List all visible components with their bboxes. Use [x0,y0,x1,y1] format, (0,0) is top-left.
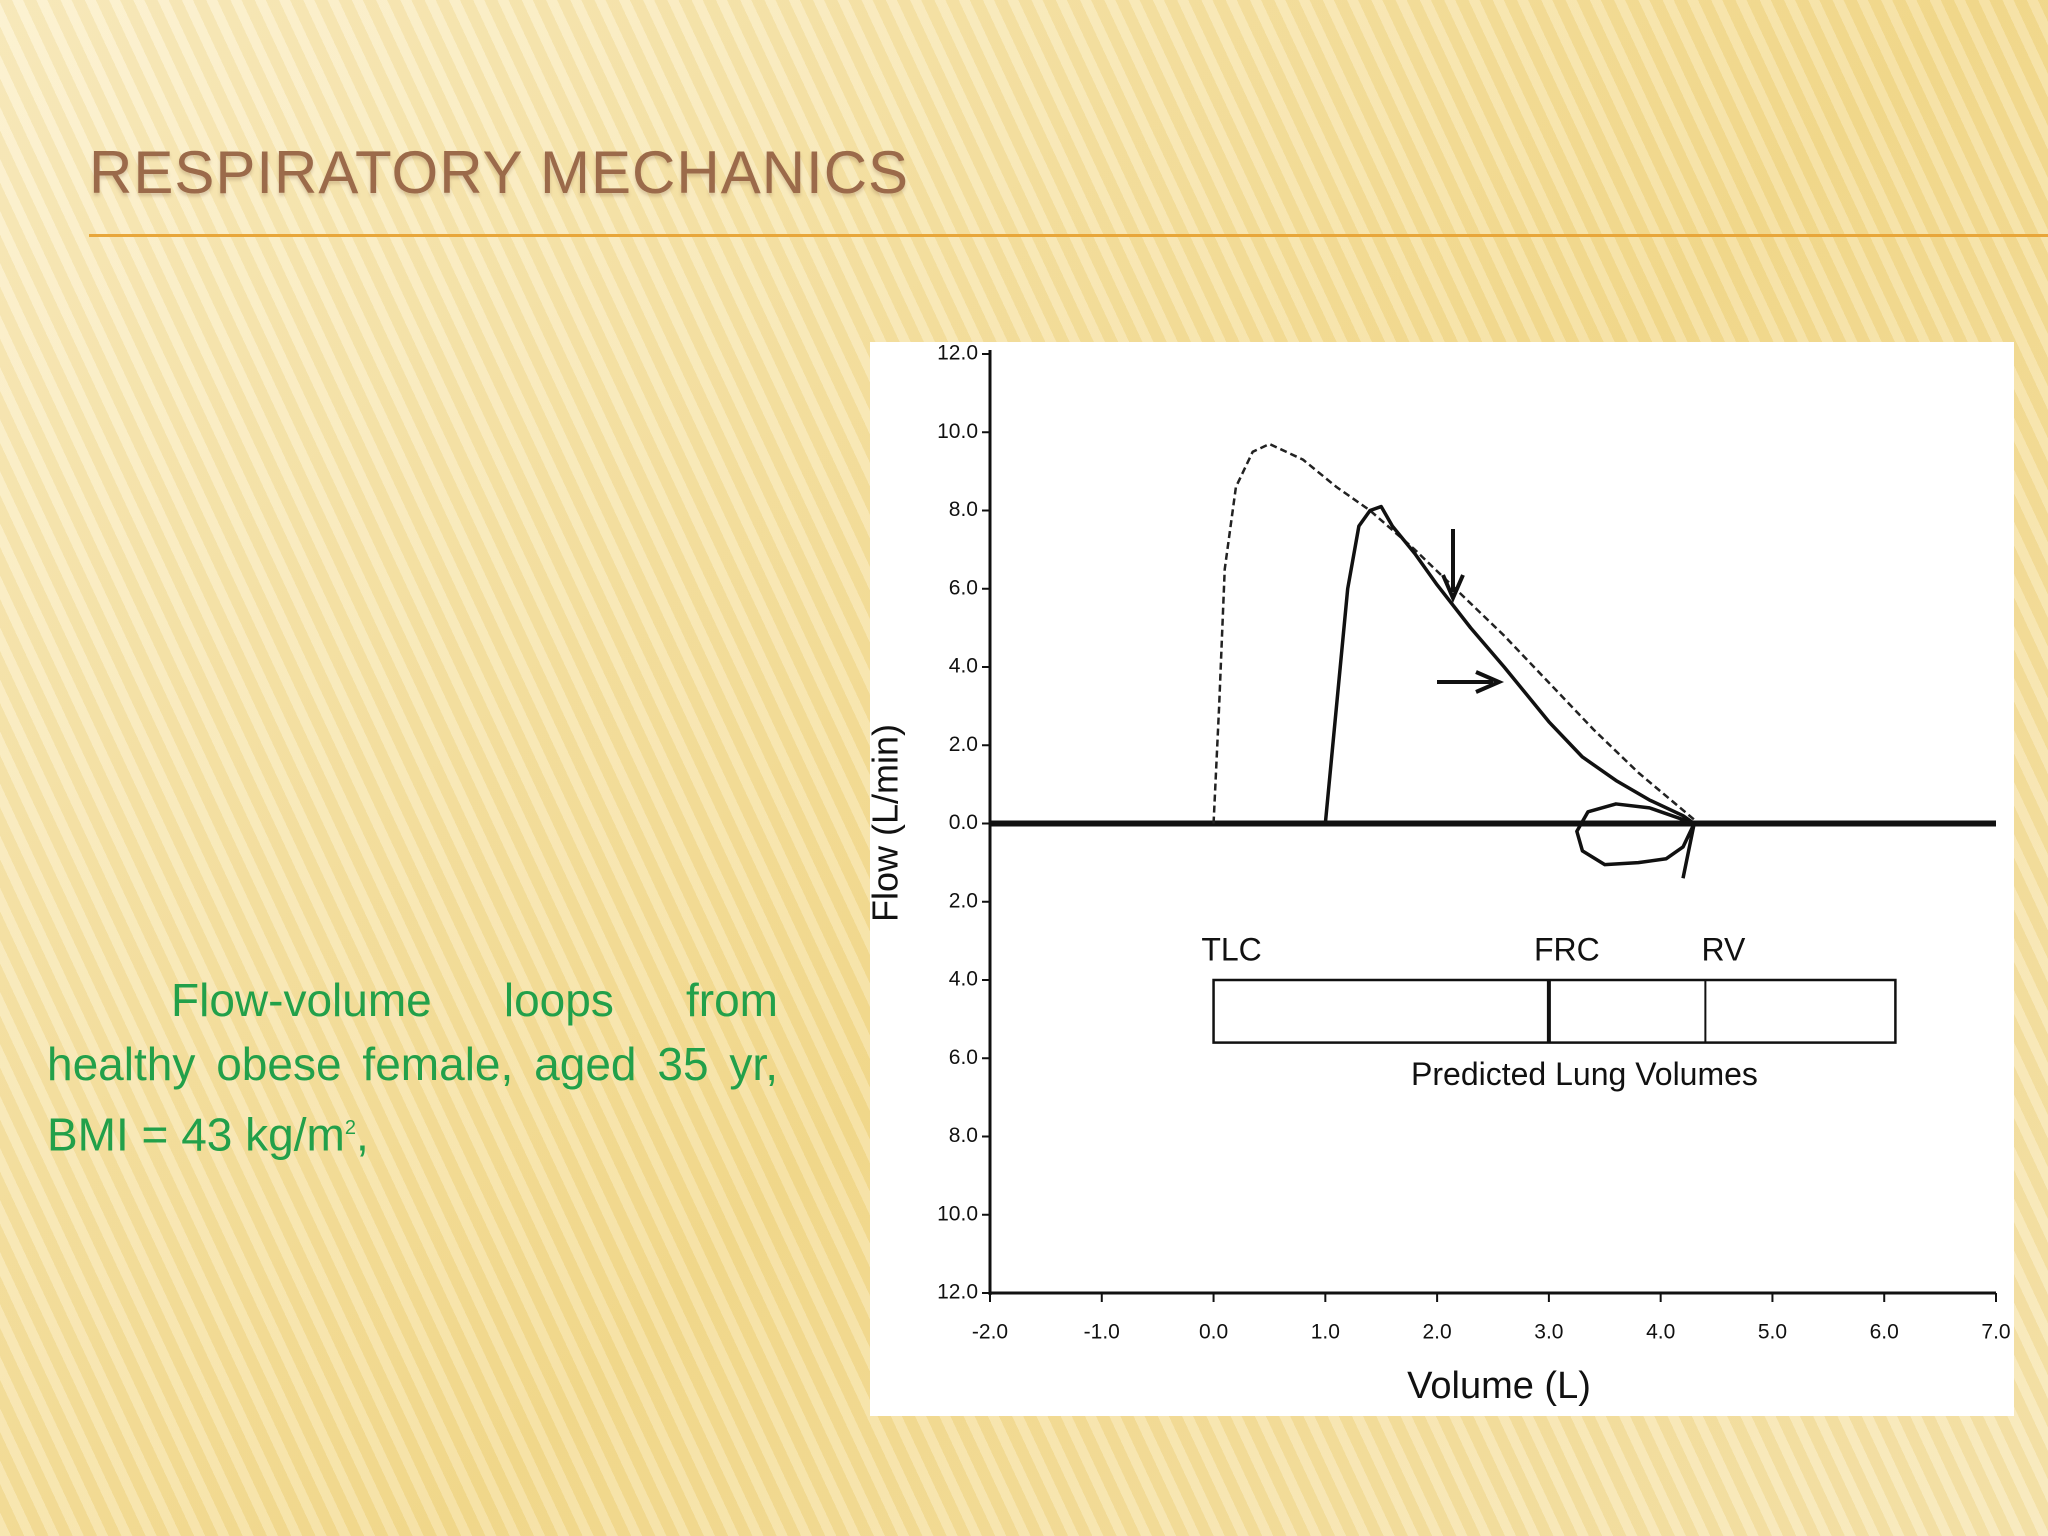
flow-volume-loop [1323,504,1696,879]
x-tick-label: 6.0 [1870,1321,1899,1344]
body-text: Flow-volume loops from healthy obese fem… [47,974,778,1161]
y-axis-label: Flow (L/min) [865,724,906,922]
y-tick-label: 4.0 [949,968,978,991]
x-tick-label: -2.0 [972,1321,1008,1344]
x-tick-label: 3.0 [1534,1321,1563,1344]
y-tick-label: 10.0 [937,1202,978,1225]
x-tick-label: -1.0 [1084,1321,1120,1344]
volume-marker-label: TLC [1201,931,1261,967]
body-superscript: 2 [344,1117,356,1139]
chart-background [870,342,2014,1416]
x-tick-label: 7.0 [1981,1321,2010,1344]
x-axis-label: Volume (L) [1407,1365,1591,1407]
y-tick-label: 2.0 [949,733,978,756]
body-end: , [355,1108,369,1161]
x-tick-label: 2.0 [1423,1321,1452,1344]
x-tick-label: 5.0 [1758,1321,1787,1344]
arrow [1441,529,1465,604]
x-tick-label: 4.0 [1646,1321,1675,1344]
y-tick-label: 4.0 [949,655,978,678]
y-tick-label: 6.0 [949,576,978,599]
x-tick-label: 1.0 [1311,1321,1340,1344]
flow-volume-loop [1212,442,1696,824]
y-tick-label: 6.0 [949,1046,978,1069]
x-tick-label: 0.0 [1199,1321,1228,1344]
volume-bar-label: Predicted Lung Volumes [1411,1056,1758,1092]
slide-title: Respiratory Mechanics [89,139,910,206]
volume-marker-label: RV [1701,931,1746,967]
y-tick-label: 2.0 [949,889,978,912]
y-tick-label: 0.0 [949,811,978,834]
title-rule [89,234,2048,237]
volume-marker-label: FRC [1534,931,1600,967]
y-tick-label: 8.0 [949,498,978,521]
arrow [1437,670,1505,694]
volume-bar [1212,978,1897,1044]
y-tick-label: 10.0 [937,420,978,443]
y-tick-label: 8.0 [949,1124,978,1147]
y-tick-label: 12.0 [937,1281,978,1304]
slide-body: Flow-volume loops from healthy obese fem… [47,968,778,1166]
y-tick-label: 12.0 [937,342,978,365]
